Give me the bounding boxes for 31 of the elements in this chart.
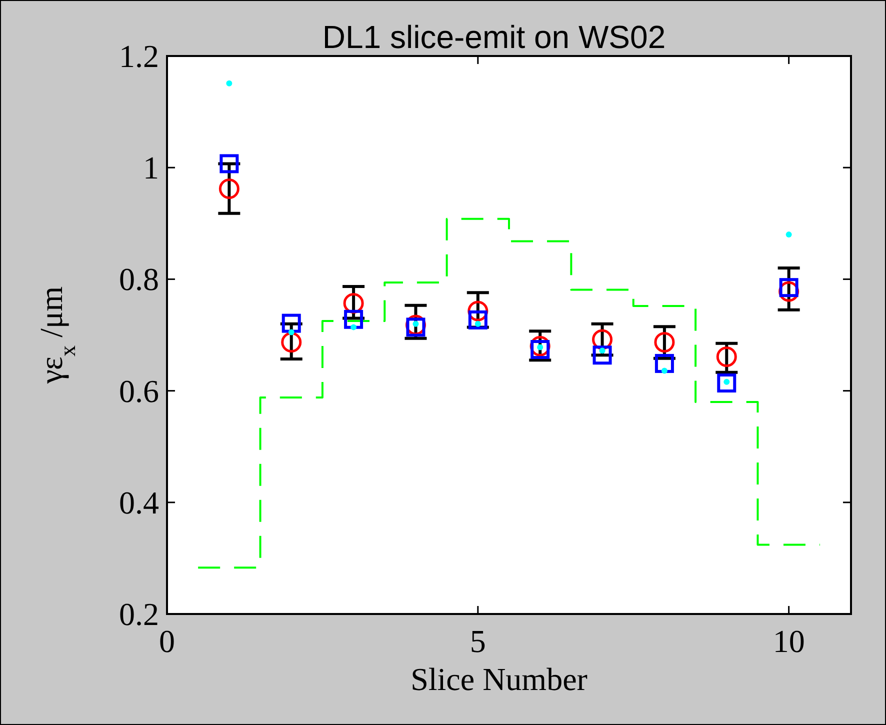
point bbox=[281, 332, 302, 353]
x-tick-label: 0 bbox=[159, 623, 175, 659]
point bbox=[468, 310, 488, 330]
point bbox=[226, 80, 232, 86]
y-tick-label: 1.2 bbox=[119, 38, 159, 74]
point bbox=[717, 373, 736, 392]
y-tick-label: 0.4 bbox=[119, 484, 159, 520]
point bbox=[530, 340, 550, 360]
point bbox=[474, 320, 481, 327]
point bbox=[220, 154, 239, 174]
point bbox=[592, 346, 612, 365]
y-tick-label: 0.2 bbox=[119, 596, 159, 632]
chart-title: DL1 slice-emit on WS02 bbox=[322, 19, 666, 55]
point bbox=[288, 329, 294, 336]
point bbox=[218, 178, 240, 200]
point bbox=[282, 314, 301, 333]
point bbox=[599, 348, 606, 354]
point bbox=[779, 278, 798, 298]
y-tick-label: 1 bbox=[143, 150, 159, 186]
x-tick-label: 10 bbox=[772, 623, 805, 659]
point bbox=[350, 324, 357, 330]
x-axis-title: Slice Number bbox=[410, 661, 588, 697]
y-tick-label: 0.8 bbox=[119, 261, 159, 298]
point bbox=[654, 332, 675, 353]
point bbox=[654, 354, 674, 373]
point bbox=[661, 368, 668, 374]
point bbox=[786, 232, 792, 238]
point bbox=[716, 346, 737, 368]
x-tick-label: 5 bbox=[470, 623, 486, 659]
y-tick-label: 0.6 bbox=[119, 372, 159, 409]
point bbox=[344, 310, 364, 329]
